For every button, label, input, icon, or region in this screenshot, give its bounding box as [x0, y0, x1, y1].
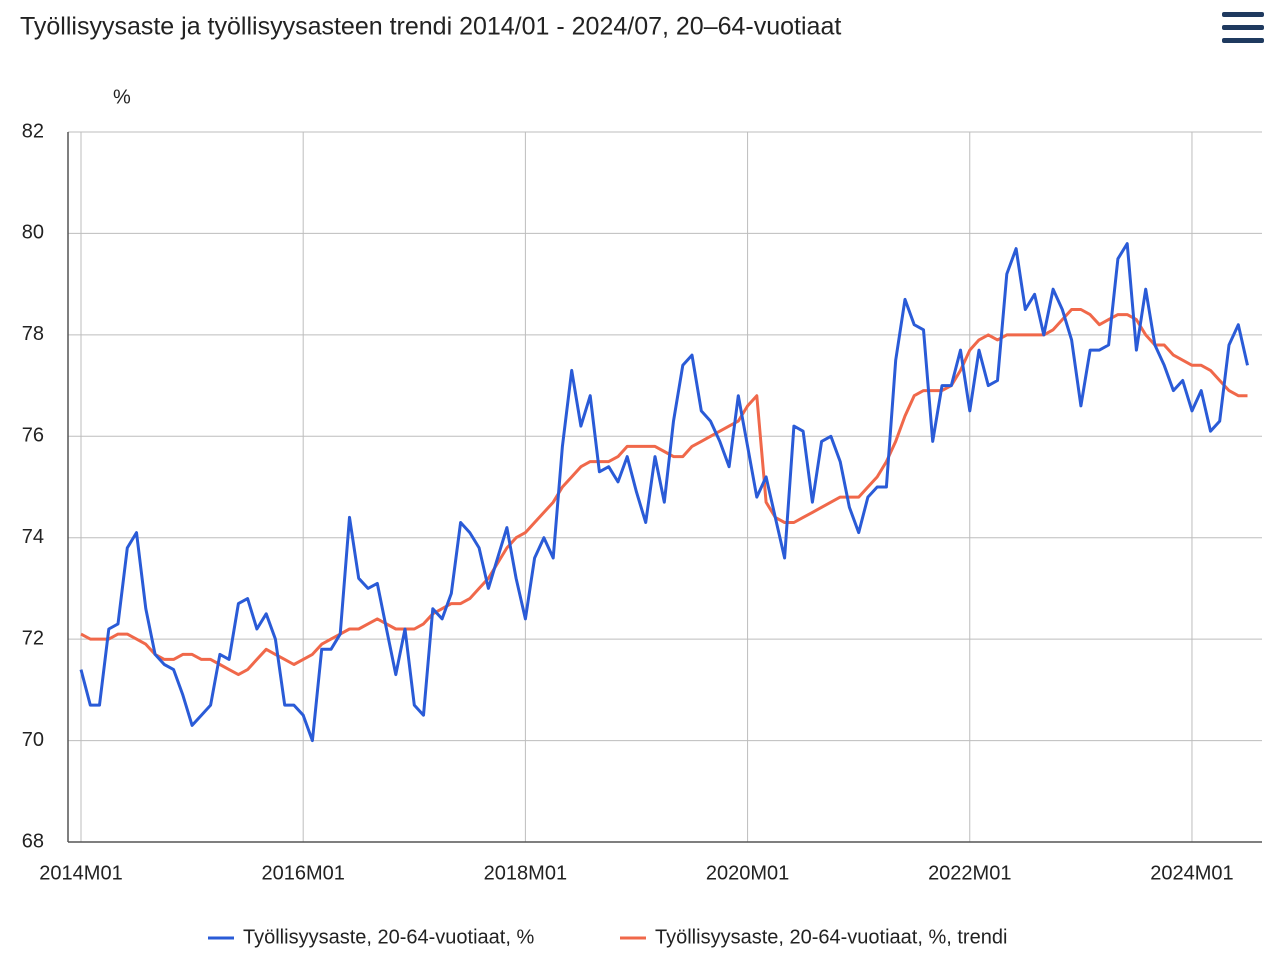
y-tick-label: 80	[22, 222, 44, 244]
series-line	[80, 308, 1248, 677]
y-tick-label: 72	[22, 627, 44, 649]
y-tick-label: 68	[22, 830, 44, 852]
x-tick-label: 2014M01	[39, 862, 122, 884]
x-tick-label: 2020M01	[706, 862, 789, 884]
legend-label: Työllisyysaste, 20-64-vuotiaat, %, trend…	[655, 926, 1007, 948]
y-axis-label: %	[113, 86, 131, 108]
y-tick-label: 74	[22, 526, 44, 548]
menu-icon[interactable]	[1222, 12, 1264, 43]
y-tick-label: 70	[22, 729, 44, 751]
menu-bar	[1222, 12, 1264, 17]
y-tick-label: 82	[22, 120, 44, 142]
x-tick-label: 2018M01	[484, 862, 567, 884]
series-line	[79, 242, 1249, 743]
menu-bar	[1222, 38, 1264, 43]
menu-bar	[1222, 25, 1264, 30]
legend-label: Työllisyysaste, 20-64-vuotiaat, %	[243, 926, 534, 948]
x-tick-label: 2016M01	[261, 862, 344, 884]
chart-title: Työllisyysaste ja työllisyysasteen trend…	[20, 13, 841, 41]
y-tick-label: 76	[22, 425, 44, 447]
x-tick-label: 2024M01	[1150, 862, 1233, 884]
x-tick-label: 2022M01	[928, 862, 1011, 884]
y-tick-label: 78	[22, 323, 44, 345]
